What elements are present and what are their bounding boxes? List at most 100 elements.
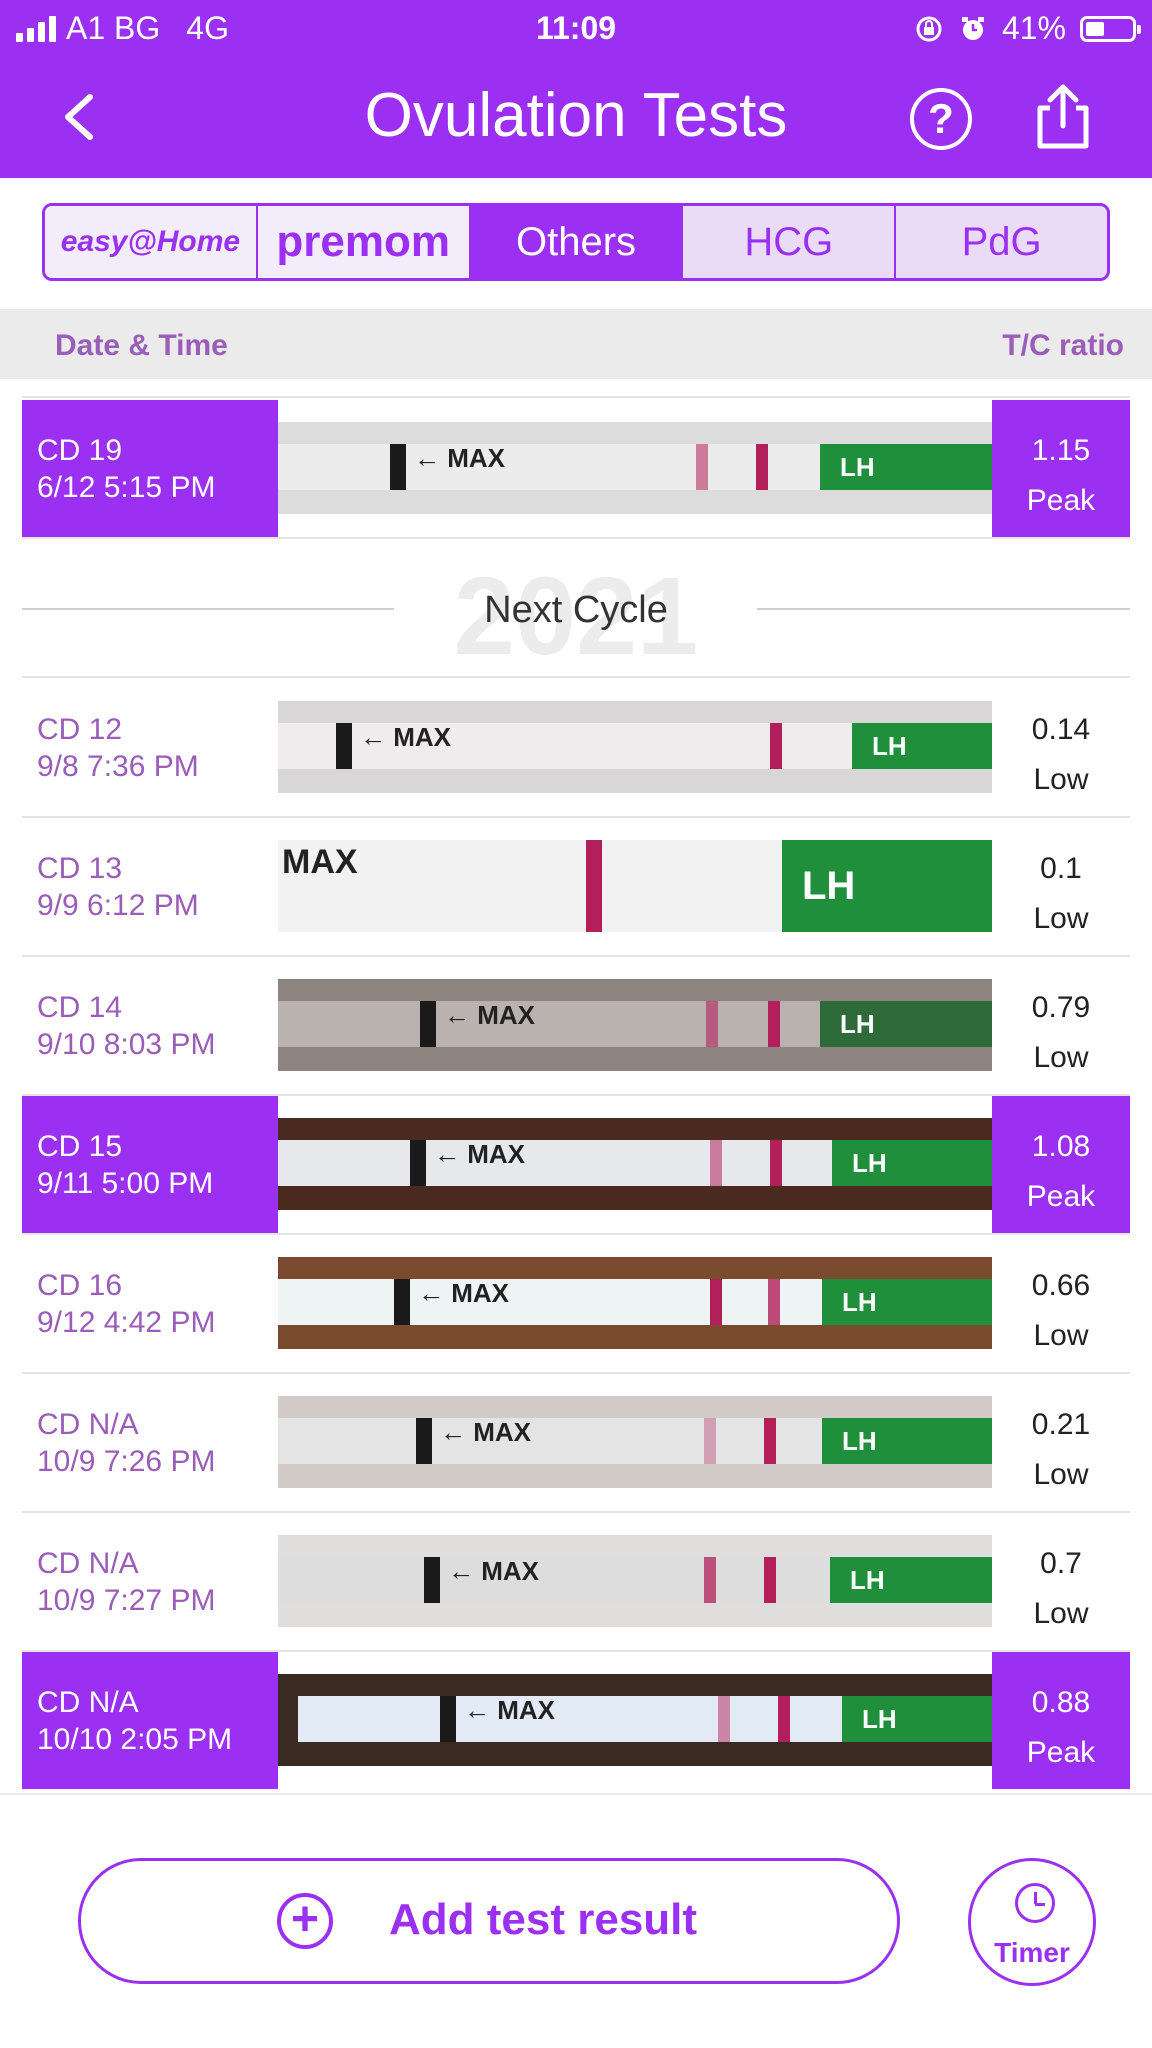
back-chevron-icon[interactable] bbox=[50, 85, 110, 149]
cycle-day: CD N/A bbox=[37, 1547, 139, 1580]
column-date-time: Date & Time bbox=[55, 329, 228, 362]
orientation-lock-icon bbox=[916, 16, 942, 41]
test-date: CD 19 6/12 5:15 PM bbox=[22, 400, 278, 537]
tc-value: 0.21 bbox=[1031, 1408, 1091, 1441]
next-cycle-separator: 2021 Next Cycle bbox=[22, 545, 1130, 678]
tc-ratio: 0.7 Low bbox=[992, 1513, 1130, 1650]
test-date: CD N/A 10/9 7:26 PM bbox=[22, 1374, 278, 1511]
test-type-tabs: easy@Home premom Others HCG PdG bbox=[42, 203, 1110, 281]
tab-pdg-label: PdG bbox=[961, 219, 1042, 264]
row-divider bbox=[22, 1094, 1130, 1096]
status-time: 11:09 bbox=[535, 10, 617, 46]
cycle-day: CD 19 bbox=[37, 434, 123, 467]
test-strip: ← MAX LH bbox=[278, 1140, 992, 1186]
test-strip-photo: ← MAX LH bbox=[278, 1396, 992, 1488]
premom-logo: premom bbox=[276, 217, 450, 266]
max-arrow-label: ← MAX bbox=[440, 1417, 532, 1447]
test-date: CD 16 9/12 4:42 PM bbox=[22, 1235, 278, 1372]
test-strip-photo: ← MAX LH bbox=[278, 701, 992, 793]
lh-band: LH bbox=[832, 1140, 992, 1186]
tc-ratio: 0.88 Peak bbox=[992, 1652, 1130, 1789]
easy-at-home-logo: easy@Home bbox=[60, 225, 241, 258]
test-row[interactable]: CD 12 9/8 7:36 PM ← MAX LH 0.14 Low bbox=[22, 679, 1130, 816]
test-datetime: 9/10 8:03 PM bbox=[37, 1028, 216, 1061]
test-row[interactable]: CD 15 9/11 5:00 PM ← MAX LH 1.08 Peak bbox=[22, 1096, 1130, 1233]
test-datetime: 9/9 6:12 PM bbox=[37, 889, 199, 922]
test-strip-photo: ← MAX LH bbox=[278, 422, 992, 514]
tc-ratio: 0.1 Low bbox=[992, 818, 1130, 955]
test-strip: ← MAX LH bbox=[278, 1279, 992, 1325]
column-tc-ratio: T/C ratio bbox=[1002, 329, 1124, 362]
tc-level: Peak bbox=[1026, 484, 1096, 517]
test-strip: ← MAX LH bbox=[278, 1557, 992, 1603]
tab-others[interactable]: Others bbox=[470, 206, 684, 278]
alarm-icon bbox=[961, 16, 984, 40]
test-row[interactable]: CD 14 9/10 8:03 PM ← MAX LH 0.79 Low bbox=[22, 957, 1130, 1094]
cycle-day: CD 16 bbox=[37, 1269, 123, 1302]
test-row[interactable]: CD N/A 10/10 2:05 PM ← MAX LH 0.88 Peak bbox=[22, 1652, 1130, 1789]
tab-hcg[interactable]: HCG bbox=[683, 206, 897, 278]
bottom-divider bbox=[0, 1793, 1152, 1795]
test-datetime: 9/11 5:00 PM bbox=[37, 1167, 214, 1200]
max-arrow-label: MAX bbox=[282, 843, 358, 881]
add-test-result-button[interactable]: + Add test result bbox=[78, 1858, 900, 1984]
test-row[interactable]: CD N/A 10/9 7:27 PM ← MAX LH 0.7 Low bbox=[22, 1513, 1130, 1650]
row-divider bbox=[22, 1233, 1130, 1235]
tc-level: Low bbox=[1033, 902, 1089, 935]
tc-level: Low bbox=[1033, 1458, 1089, 1491]
test-row[interactable]: CD 19 6/12 5:15 PM ← MAX LH 1.15 Peak bbox=[22, 400, 1130, 537]
tc-level: Peak bbox=[1026, 1736, 1096, 1769]
max-arrow-label: ← MAX bbox=[434, 1139, 526, 1169]
tc-value: 0.14 bbox=[1031, 713, 1091, 746]
tab-hcg-label: HCG bbox=[744, 219, 834, 264]
tc-value: 1.15 bbox=[1031, 434, 1091, 467]
cycle-day: CD N/A bbox=[37, 1686, 139, 1719]
tc-value: 1.08 bbox=[1031, 1130, 1091, 1163]
test-strip-photo: ← MAX LH bbox=[278, 1118, 992, 1210]
lh-band: LH bbox=[830, 1557, 992, 1603]
test-row[interactable]: CD 16 9/12 4:42 PM ← MAX LH 0.66 Low bbox=[22, 1235, 1130, 1372]
max-arrow-label: ← MAX bbox=[448, 1556, 540, 1586]
test-strip-photo: MAX LH bbox=[278, 840, 992, 932]
timer-button[interactable]: Timer bbox=[968, 1858, 1096, 1986]
test-datetime: 10/10 2:05 PM bbox=[37, 1723, 233, 1756]
test-datetime: 10/9 7:27 PM bbox=[37, 1584, 216, 1617]
test-datetime: 10/9 7:26 PM bbox=[37, 1445, 216, 1478]
tc-ratio: 0.66 Low bbox=[992, 1235, 1130, 1372]
signal-icon bbox=[16, 15, 56, 42]
test-date: CD N/A 10/10 2:05 PM bbox=[22, 1652, 278, 1789]
row-divider bbox=[22, 396, 1130, 398]
tc-ratio: 0.14 Low bbox=[992, 679, 1130, 816]
test-row[interactable]: CD N/A 10/9 7:26 PM ← MAX LH 0.21 Low bbox=[22, 1374, 1130, 1511]
tab-pdg[interactable]: PdG bbox=[896, 206, 1107, 278]
tab-easy-at-home[interactable]: easy@Home bbox=[45, 206, 258, 278]
add-circle-icon: + bbox=[277, 1893, 333, 1949]
cycle-day: CD N/A bbox=[37, 1408, 139, 1441]
tc-value: 0.7 bbox=[1040, 1547, 1082, 1580]
test-strip: ← MAX LH bbox=[278, 1418, 992, 1464]
row-divider bbox=[22, 537, 1130, 539]
test-strip: ← MAX LH bbox=[298, 1696, 992, 1742]
test-strip-photo: ← MAX LH bbox=[278, 1674, 992, 1766]
row-divider bbox=[22, 1650, 1130, 1652]
test-row[interactable]: CD 13 9/9 6:12 PM MAX LH 0.1 Low bbox=[22, 818, 1130, 955]
test-date: CD N/A 10/9 7:27 PM bbox=[22, 1513, 278, 1650]
max-arrow-label: ← MAX bbox=[464, 1695, 556, 1725]
help-icon[interactable]: ? bbox=[910, 88, 972, 150]
tc-value: 0.66 bbox=[1031, 1269, 1091, 1302]
tc-ratio: 1.08 Peak bbox=[992, 1096, 1130, 1233]
stopwatch-icon bbox=[1015, 1883, 1055, 1923]
share-icon[interactable] bbox=[1030, 82, 1096, 152]
test-datetime: 6/12 5:15 PM bbox=[37, 471, 216, 504]
test-strip: ← MAX LH bbox=[278, 723, 992, 769]
cycle-year: 2021 bbox=[453, 555, 699, 678]
cycle-day: CD 13 bbox=[37, 852, 123, 885]
max-arrow-label: ← MAX bbox=[418, 1278, 510, 1308]
tc-ratio: 0.79 Low bbox=[992, 957, 1130, 1094]
tc-ratio: 1.15 Peak bbox=[992, 400, 1130, 537]
row-divider bbox=[22, 1372, 1130, 1374]
tc-level: Low bbox=[1033, 1597, 1089, 1630]
tab-premom[interactable]: premom bbox=[257, 206, 471, 278]
cycle-day: CD 14 bbox=[37, 991, 123, 1024]
lh-band: LH bbox=[822, 1418, 992, 1464]
